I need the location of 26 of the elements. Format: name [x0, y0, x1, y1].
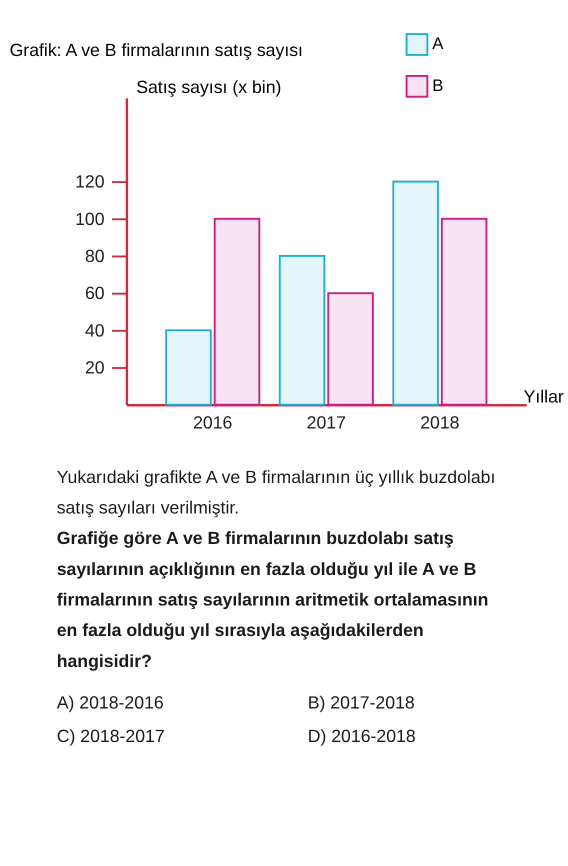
text: B) 2017-2018 [308, 692, 415, 713]
bar [214, 218, 260, 406]
legend-label: B [432, 76, 444, 95]
bar [327, 292, 374, 406]
x-tick-label: 2016 [193, 412, 233, 432]
bar [165, 329, 212, 406]
x-tick-label: 2017 [306, 412, 346, 432]
text: A) 2018-2016 [56, 692, 164, 713]
bar [278, 255, 326, 406]
bar [440, 218, 488, 406]
bar [392, 180, 439, 406]
chart-title: Grafik: A ve B firmalarının satış sayısı [10, 40, 303, 60]
y-tick-label: 100 [75, 208, 105, 229]
text: C) 2018-2017 [56, 726, 165, 746]
text: D) 2016-2018 [308, 726, 416, 746]
y-tick-label: 20 [84, 358, 105, 378]
x-tick-label: 2018 [420, 412, 460, 432]
text: Yukarıdaki grafikte A ve B firmalarının üç yıllık buzdolabı satış sayıları verilmiştir. [56, 466, 496, 518]
y-tick-label: 120 [75, 172, 105, 192]
y-tick-label: 80 [84, 246, 105, 266]
x-axis-title: Yıllar [524, 386, 564, 406]
text: Grafiğe göre A ve B firmalarının buzdolabı satış sayılarının açıklığının en fazla olduğu yıl ile A ve B firmalarının satış sayılarının aritmetik ortalamasının en fazla olduğu yıl sırasıyla aşağıdakilerden hangisidir? [56, 528, 488, 671]
y-axis-title: Satış sayısı (x bin) [136, 76, 282, 97]
y-tick-label: 40 [84, 320, 105, 340]
legend-label: A [432, 34, 444, 54]
y-tick-label: 60 [84, 283, 105, 304]
